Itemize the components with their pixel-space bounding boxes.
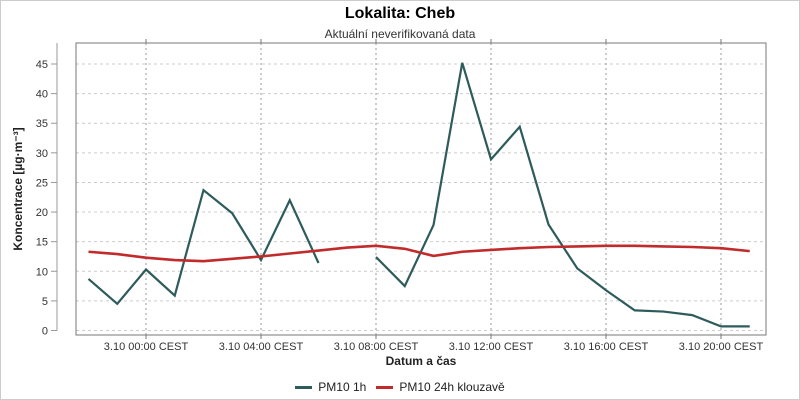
- y-tick-label: 45: [36, 59, 48, 71]
- plot-frame: [75, 42, 767, 336]
- series-line-0: [87, 188, 320, 306]
- x-tick-label: 3.10 16:00 CEST: [564, 341, 649, 353]
- legend-label-pm10-24h: PM10 24h klouzavě: [399, 380, 505, 394]
- x-tick-label: 3.10 00:00 CEST: [104, 341, 189, 353]
- legend: PM10 1h PM10 24h klouzavě: [1, 380, 799, 394]
- legend-label-pm10-1h: PM10 1h: [318, 380, 367, 394]
- y-tick-label: 15: [36, 237, 48, 249]
- y-tick-label: 0: [42, 326, 48, 338]
- x-tick-label: 3.10 08:00 CEST: [334, 341, 419, 353]
- x-tick-label: 3.10 20:00 CEST: [679, 341, 764, 353]
- y-tick-label: 10: [36, 266, 48, 278]
- x-tick-label: 3.10 12:00 CEST: [449, 341, 534, 353]
- y-tick-label: 40: [36, 89, 48, 101]
- legend-item-pm10-1h: PM10 1h: [295, 380, 366, 394]
- legend-swatch-pm10-24h: [376, 385, 394, 389]
- x-tick-label: 3.10 04:00 CEST: [219, 341, 304, 353]
- series-line-1: [88, 244, 750, 263]
- y-tick-label: 30: [36, 148, 48, 160]
- y-tick-label: 25: [36, 177, 48, 189]
- y-tick-label: 35: [36, 118, 48, 130]
- x-axis-title: Datum a čas: [385, 354, 457, 368]
- series-line-0: [375, 62, 750, 328]
- legend-swatch-pm10-1h: [295, 385, 313, 389]
- chart-title: Lokalita: Cheb: [344, 5, 456, 22]
- legend-item-pm10-24h: PM10 24h klouzavě: [376, 380, 505, 394]
- chart-subtitle: Aktuální neverifikovaná data: [324, 27, 476, 41]
- y-tick-label: 20: [36, 207, 48, 219]
- y-axis-title: Koncentrace [µg·m⁻³]: [11, 127, 25, 251]
- y-tick-label: 5: [42, 296, 48, 308]
